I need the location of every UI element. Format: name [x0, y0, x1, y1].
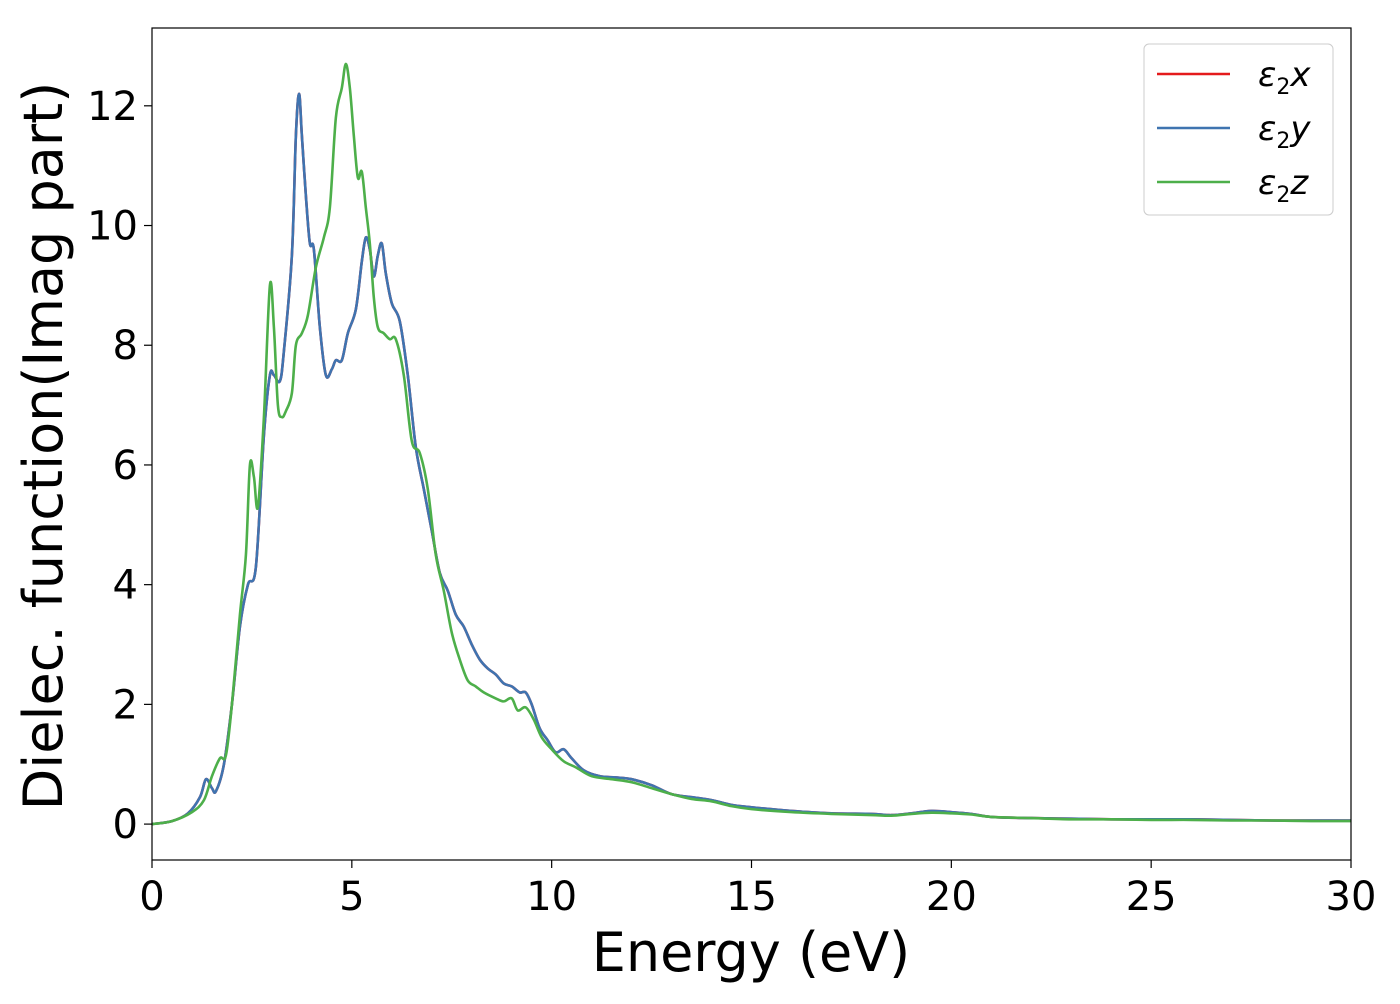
y-axis-label: Dielec. function(Imag part): [12, 82, 75, 811]
y-tick-label: 4: [113, 563, 138, 609]
y-tick-label: 10: [87, 204, 138, 250]
y-tick-label: 0: [113, 802, 138, 848]
legend: ε2x ε2y ε2z: [1143, 43, 1334, 216]
x-axis-label: Energy (eV): [592, 921, 911, 984]
legend-label-z: ε2z: [1258, 163, 1309, 208]
legend-label-y: ε2y: [1258, 109, 1311, 154]
x-tick-label: 0: [139, 874, 164, 920]
y-tick-label: 6: [113, 443, 138, 489]
legend-label-x: ε2x: [1258, 55, 1311, 100]
series-line-z: [152, 62, 1351, 826]
y-axis-ticks: 0 2 4 6 8 10 12: [87, 84, 152, 848]
x-tick-label: 10: [526, 874, 577, 920]
series-layer: [152, 62, 1351, 826]
x-tick-label: 25: [1126, 874, 1177, 920]
x-tick-label: 20: [926, 874, 977, 920]
legend-items: ε2x ε2y ε2z: [1157, 55, 1311, 208]
y-tick-label: 12: [87, 84, 138, 130]
x-tick-label: 15: [726, 874, 777, 920]
y-tick-label: 8: [113, 323, 138, 369]
x-axis-ticks: 0 5 10 15 20 25 30: [139, 860, 1376, 920]
legend-box: [1143, 43, 1334, 216]
x-tick-label: 30: [1326, 874, 1377, 920]
y-tick-label: 2: [113, 682, 138, 728]
x-tick-label: 5: [339, 874, 364, 920]
